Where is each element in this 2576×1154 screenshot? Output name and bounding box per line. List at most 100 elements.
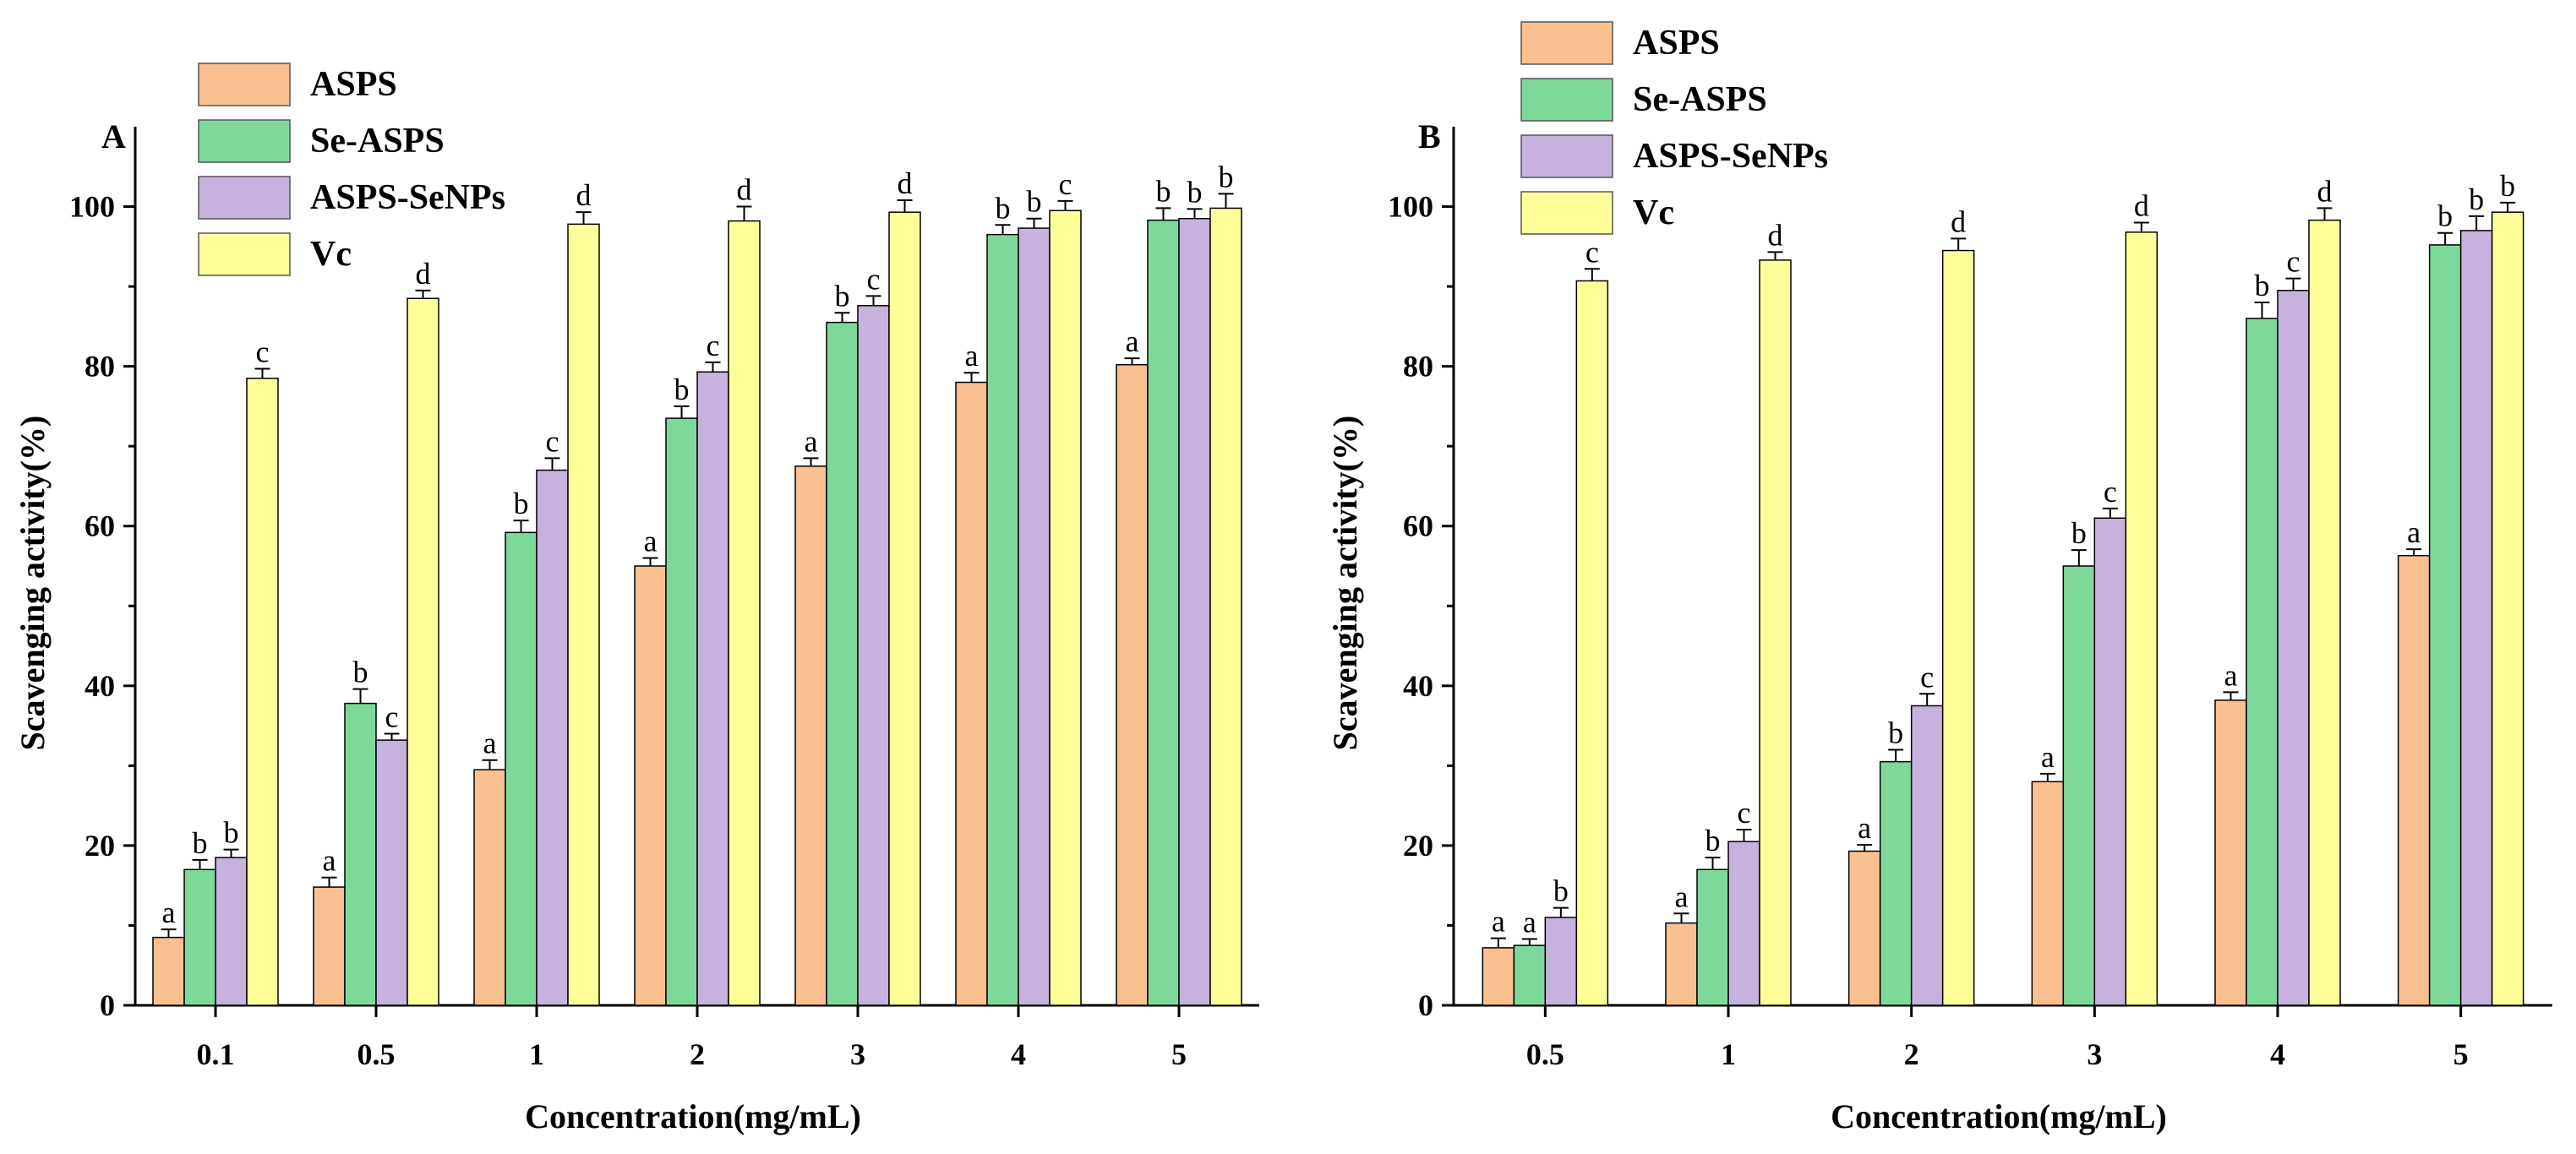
y-tick-label: 100 (69, 190, 115, 224)
legend: ASPS Se-ASPS ASPS-SeNPs Vc (1520, 21, 1828, 235)
significance-label: b (514, 487, 529, 520)
y-tick-label: 20 (85, 829, 115, 863)
significance-label: d (416, 257, 431, 291)
legend-label: Se-ASPS (310, 122, 445, 161)
significance-label: b (835, 279, 850, 313)
legend-swatch (1520, 21, 1613, 65)
bar (1209, 207, 1242, 1006)
legend-label: ASPS-SeNPs (1633, 137, 1828, 176)
bar (794, 465, 827, 1006)
bar (407, 297, 439, 1006)
bar (375, 739, 408, 1006)
legend-swatch (1520, 78, 1613, 122)
bar (1910, 705, 1944, 1006)
x-tick-label: 0.5 (1526, 1037, 1564, 1071)
significance-label: b (1553, 874, 1569, 908)
legend-label: Vc (310, 235, 352, 274)
significance-label: a (1126, 324, 1139, 358)
bar (2031, 781, 2065, 1006)
significance-label: a (1858, 811, 1871, 845)
bar (986, 233, 1019, 1006)
significance-label: c (867, 262, 881, 296)
significance-label: a (644, 525, 658, 558)
significance-label: b (2500, 169, 2515, 203)
y-axis-title: Scavenging activity(%) (1326, 416, 1364, 751)
bar (505, 531, 538, 1006)
significance-label: c (1585, 235, 1599, 269)
significance-label: a (2041, 740, 2055, 774)
significance-label: a (805, 424, 818, 458)
significance-label: a (2407, 515, 2420, 549)
bar (1759, 259, 1792, 1006)
legend-swatch (1520, 191, 1613, 235)
bar (2459, 230, 2493, 1006)
bar (955, 381, 988, 1006)
x-tick-label: 0.1 (197, 1037, 235, 1071)
significance-label: c (2104, 475, 2117, 509)
panel-label: A (101, 117, 126, 155)
significance-label: c (385, 700, 399, 734)
bar (567, 223, 600, 1006)
significance-label: d (1951, 204, 1966, 238)
bar (2308, 219, 2341, 1006)
significance-label: c (546, 424, 559, 458)
x-axis-title: Concentration(mg/mL) (1831, 1097, 2167, 1135)
bar (826, 321, 859, 1006)
significance-label: b (2255, 269, 2270, 302)
y-tick-label: 100 (1388, 190, 1433, 224)
bar (246, 378, 279, 1006)
x-tick-label: 5 (1171, 1037, 1187, 1071)
significance-label: d (2134, 188, 2149, 222)
significance-label: d (2317, 174, 2333, 208)
x-tick-label: 4 (2270, 1037, 2285, 1071)
bar (2062, 565, 2096, 1006)
legend-swatch (198, 119, 291, 163)
significance-label: c (1059, 167, 1072, 201)
bar (2277, 290, 2310, 1006)
bar (728, 220, 761, 1006)
bar (888, 211, 921, 1006)
significance-label: d (737, 173, 752, 207)
x-axis-title: Concentration(mg/mL) (525, 1097, 861, 1135)
bar (183, 868, 216, 1006)
significance-label: b (1156, 174, 1171, 208)
bar (2397, 554, 2431, 1006)
significance-label: b (2071, 516, 2087, 550)
significance-label: c (1920, 660, 1934, 694)
bar (2093, 517, 2127, 1006)
significance-label: b (353, 656, 368, 689)
bar (1941, 249, 1975, 1006)
significance-label: c (1738, 796, 1751, 830)
legend-label: ASPS-SeNPs (310, 178, 505, 217)
significance-label: a (483, 727, 497, 760)
legend: ASPS Se-ASPS ASPS-SeNPs Vc (198, 63, 505, 276)
significance-label: b (1219, 160, 1234, 193)
bar (536, 469, 569, 1006)
significance-label: d (576, 178, 592, 212)
legend-label: ASPS (1633, 24, 1720, 63)
y-tick-label: 0 (100, 988, 115, 1022)
bar (313, 886, 346, 1006)
legend-swatch (1520, 134, 1613, 178)
bar (152, 936, 185, 1006)
legend-swatch (198, 63, 291, 106)
bar (1879, 760, 1913, 1006)
legend-swatch (198, 232, 291, 276)
significance-label: a (1523, 906, 1536, 939)
bar (2246, 318, 2279, 1006)
y-tick-label: 20 (1403, 829, 1433, 863)
bar (1147, 219, 1180, 1006)
legend-label: Vc (1633, 193, 1674, 232)
legend-label: Se-ASPS (1633, 80, 1767, 119)
y-tick-label: 80 (85, 350, 115, 384)
x-tick-label: 4 (1011, 1037, 1026, 1071)
significance-label: b (1888, 716, 1903, 749)
y-tick-label: 40 (1403, 669, 1433, 703)
y-axis-title: Scavenging activity(%) (14, 416, 52, 751)
significance-label: a (1492, 905, 1505, 939)
y-tick-label: 80 (1403, 350, 1433, 384)
significance-label: b (224, 816, 239, 850)
bar (473, 769, 506, 1006)
